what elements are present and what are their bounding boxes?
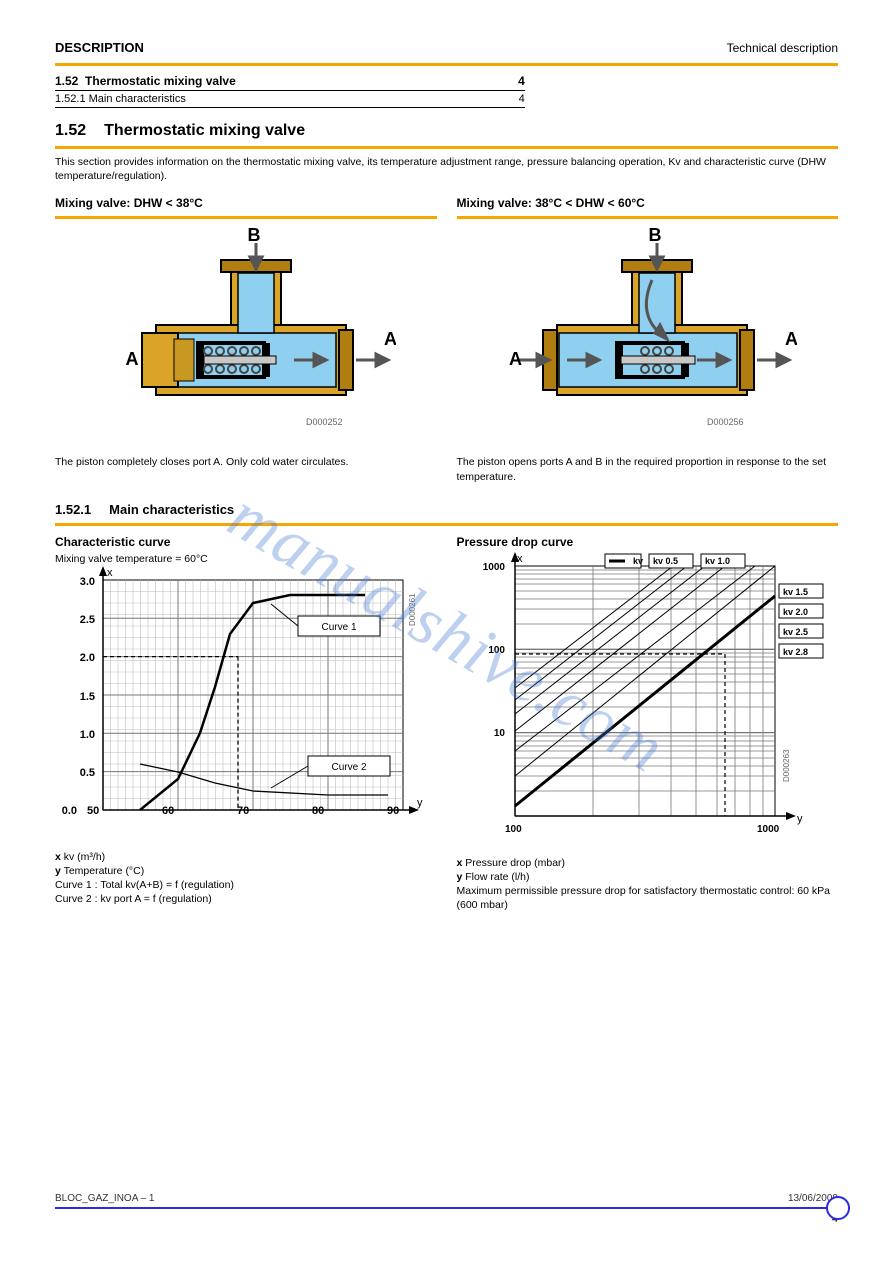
svg-text:70: 70 <box>237 805 249 817</box>
toc-page: 4 <box>518 74 525 88</box>
label-A: A <box>125 349 138 369</box>
legend-y: y Temperature (°C) <box>55 865 144 877</box>
page-number: 4 <box>55 1213 838 1225</box>
fig-text: The piston completely closes port A. Onl… <box>55 455 437 469</box>
pressure-drop-chart: kv kv 0.5 kv 1.0 kv 1.5 kv 2.0 kv 2.5 kv… <box>457 552 839 852</box>
fig-text: The piston opens ports A and B in the re… <box>457 455 839 483</box>
legend-x: x Pressure drop (mbar) <box>457 857 566 869</box>
intro-text: This section provides information on the… <box>55 155 838 183</box>
svg-text:kv 2.8: kv 2.8 <box>783 647 808 657</box>
svg-text:kv 2.0: kv 2.0 <box>783 607 808 617</box>
svg-text:90: 90 <box>387 805 399 817</box>
valve-figure-right: B A AB D000256 <box>457 225 839 455</box>
legend-y: y Flow rate (l/h) <box>457 871 530 883</box>
valve-figure-left: B A AB D000252 <box>55 225 437 455</box>
curve-desc-2: Curve 2 : kv port A = f (regulation) <box>55 893 212 905</box>
svg-text:kv 0.5: kv 0.5 <box>653 556 678 566</box>
doc-subtitle: Technical description <box>727 41 838 55</box>
subsection-title: Main characteristics <box>109 502 234 517</box>
svg-text:100: 100 <box>505 824 522 835</box>
svg-text:100: 100 <box>488 645 505 656</box>
chart-note: Maximum permissible pressure drop for sa… <box>457 885 830 911</box>
doc-title: DESCRIPTION <box>55 40 144 55</box>
svg-text:2.0: 2.0 <box>80 652 95 664</box>
fig-caption: Mixing valve: DHW < 38°C <box>55 196 437 210</box>
label-B: B <box>649 225 662 245</box>
svg-text:50: 50 <box>87 805 99 817</box>
svg-text:Curve 2: Curve 2 <box>331 762 366 773</box>
rule <box>55 63 838 66</box>
fig-code: D000263 <box>782 749 791 782</box>
svg-text:kv 1.0: kv 1.0 <box>705 556 730 566</box>
svg-text:kv: kv <box>633 556 643 566</box>
axis-x: y <box>797 813 803 825</box>
doc-header: DESCRIPTION Technical description 1.52 T… <box>55 40 838 183</box>
section-title: Thermostatic mixing valve <box>104 122 305 140</box>
svg-text:10: 10 <box>493 728 505 739</box>
svg-text:2.5: 2.5 <box>80 614 95 626</box>
fig-code: D000256 <box>707 417 744 427</box>
chart-sub: Mixing valve temperature = 60°C <box>55 552 437 566</box>
fig-code: D000252 <box>306 417 343 427</box>
page-footer: BLOC_GAZ_INOA – 1 13/06/2008 4 <box>55 1193 838 1225</box>
chart-title: Characteristic curve <box>55 535 437 549</box>
toc: 1.52 Thermostatic mixing valve 4 1.52.1 … <box>55 72 525 108</box>
subsection-num: 1.52.1 <box>55 502 91 517</box>
label-A: A <box>509 349 522 369</box>
section-num: 1.52 <box>55 122 86 140</box>
footer-left: BLOC_GAZ_INOA – 1 <box>55 1193 155 1204</box>
toc-num: 1.52 <box>55 74 78 88</box>
legend-x: x kv (m³/h) <box>55 851 105 863</box>
valve-row: Mixing valve: DHW < 38°C <box>55 193 838 483</box>
svg-text:3.0: 3.0 <box>80 576 95 588</box>
svg-text:1000: 1000 <box>482 562 505 573</box>
toc-title: Thermostatic mixing valve <box>85 74 236 88</box>
label-B: B <box>247 225 260 245</box>
svg-text:60: 60 <box>162 805 174 817</box>
label-AB: AB <box>785 329 797 349</box>
svg-text:Curve 1: Curve 1 <box>321 622 356 633</box>
svg-text:80: 80 <box>312 805 324 817</box>
label-AB: AB <box>384 329 396 349</box>
fig-code: D000261 <box>408 593 417 626</box>
svg-text:0.0: 0.0 <box>62 805 77 817</box>
svg-text:1.5: 1.5 <box>80 691 95 703</box>
axis-y: x <box>517 553 523 565</box>
characteristic-chart: Curve 1 Curve 2 50 60 70 80 90 0.0 0.5 1.0 1.5… <box>55 566 437 846</box>
toc-page: 4 <box>519 93 525 105</box>
fig-caption: Mixing valve: 38°C < DHW < 60°C <box>457 196 839 210</box>
svg-text:kv 1.5: kv 1.5 <box>783 587 808 597</box>
axis-x: y <box>417 797 423 809</box>
curve-desc-1: Curve 1 : Total kv(A+B) = f (regulation) <box>55 879 234 891</box>
svg-text:kv 2.5: kv 2.5 <box>783 627 808 637</box>
chart-title: Pressure drop curve <box>457 535 839 549</box>
svg-text:1000: 1000 <box>757 824 780 835</box>
toc-title: 1.52.1 Main characteristics <box>55 93 186 105</box>
svg-text:1.0: 1.0 <box>80 729 95 741</box>
axis-y: x <box>107 567 113 579</box>
svg-text:0.5: 0.5 <box>80 767 95 779</box>
